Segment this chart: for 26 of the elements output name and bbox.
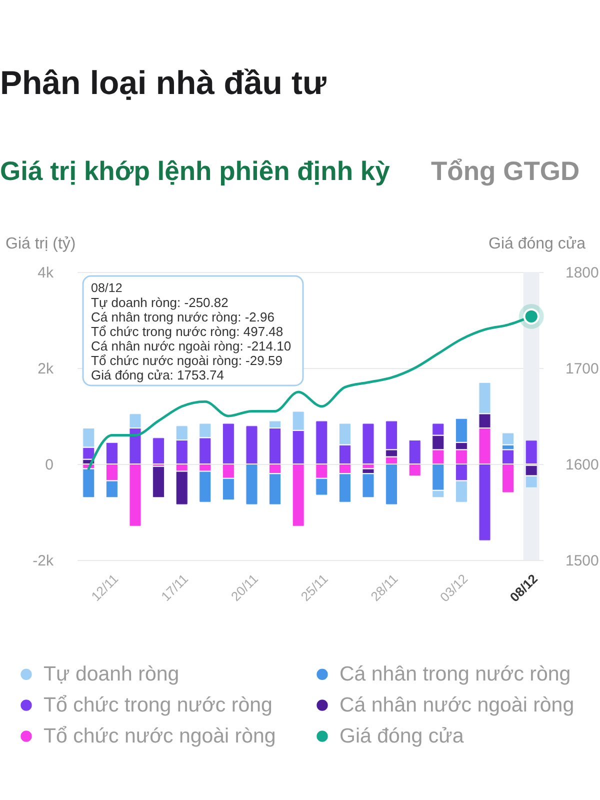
annotation: Tổ chức nước ngoài ròng: -29.59 [91,353,282,368]
y-tick-label: -2k [32,552,54,570]
legend-label: Tổ chức trong nước ròng [44,693,272,716]
annotation: 08/12 [91,281,122,295]
y2-tick-label: 1600 [566,456,599,474]
legend-label: Cá nhân nước ngoài ròng [340,693,574,716]
y-axis-title: Giá trị (tỷ) [6,236,76,252]
legend-label: Cá nhân trong nước ròng [340,662,571,686]
y2-tick-label: 1800 [566,264,599,282]
y2-tick-label: 1700 [566,360,599,378]
text: Tổng GTGD [431,156,580,186]
annotation: Tự doanh ròng: -250.82 [91,295,228,310]
annotation: Cá nhân trong nước ròng: -2.96 [91,310,274,324]
annotation: Cá nhân nước ngoài ròng: -214.10 [91,338,292,354]
annotation: Tổ chức trong nước ròng: 497.48 [91,324,284,339]
legend-label: Giá đóng cửa [340,724,464,748]
legend-label: Tự doanh ròng [44,662,180,686]
chart-subtitle: Giá trị khớp lệnh phiên định kỳ [0,156,390,186]
y-tick-label: 2k [38,360,54,378]
y2-axis-title: Giá đóng cửa [488,236,586,252]
chart-title: Phân loại nhà đầu tư [0,64,327,101]
y2-tick-label: 1500 [566,552,599,570]
annotation: Giá đóng cửa: 1753.74 [91,368,224,382]
legend-label: Tổ chức nước ngoài ròng [44,724,276,748]
y-tick-label: 4k [38,264,54,282]
y-tick-label: 0 [45,456,54,474]
